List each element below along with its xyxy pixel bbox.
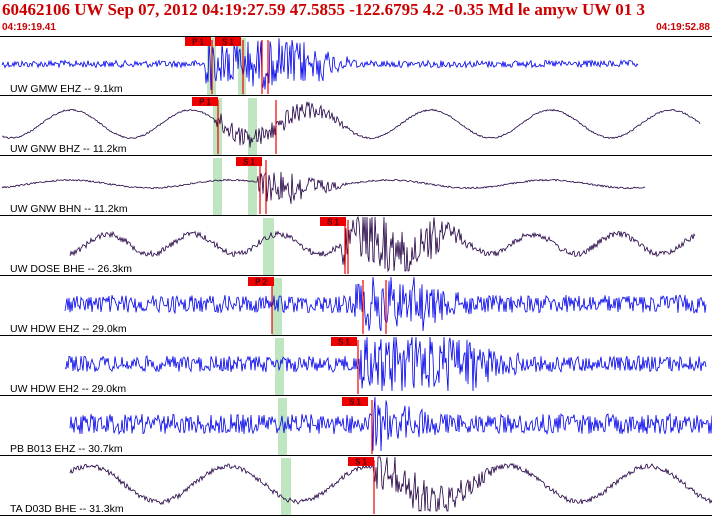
trace-label: UW GMW EHZ -- 9.1km [10,83,123,95]
pick-label: S 1 [355,458,368,467]
time-window-band [281,458,291,516]
window-end-time: 04:19:52.88 [656,22,710,33]
trace[interactable]: S 1 UW DOSE BHE -- 26.3km [0,215,712,276]
trace-label: UW GNW BHN -- 11.2km [10,203,128,215]
pick-label: S 1 [338,338,351,347]
trace[interactable]: S 1 PB B013 EHZ -- 30.7km [0,396,712,456]
pick-label: P 1 [199,98,211,107]
time-window-band [248,98,257,156]
waveform [64,336,707,392]
time-window-band [272,278,282,336]
waveform [69,215,696,273]
trace[interactable]: P 1 S 1 UW GMW EHZ -- 9.1km [0,37,712,96]
pick-label: P 1 [192,38,204,47]
pick-label: S 1 [327,218,340,227]
pick-label: S 1 [243,158,256,167]
waveform [1,171,646,204]
trace-label: UW HDW EH2 -- 29.0km [10,383,126,395]
time-window-band [248,158,257,216]
pick-flag[interactable] [185,37,211,46]
window-start-time: 04:19:19.41 [2,22,56,33]
pick-label: S 1 [222,38,235,47]
pick-flag[interactable] [248,277,274,286]
time-window-band [263,218,274,276]
pick-label: S 1 [349,398,362,407]
waveform [1,38,639,90]
pick-flag[interactable] [342,397,368,406]
time-window-band [278,398,287,456]
event-header: 60462106 UW Sep 07, 2012 04:19:27.59 47.… [0,0,712,36]
pick-flag[interactable] [192,97,218,106]
trace[interactable]: P 2 UW HDW EHZ -- 29.0km [0,276,712,336]
trace[interactable]: S 1 UW GNW BHN -- 11.2km [0,157,712,216]
pick-flag[interactable] [320,217,346,226]
trace-label: PB B013 EHZ -- 30.7km [10,443,123,455]
seismogram-panel[interactable]: P 1 S 1 UW GMW EHZ -- 9.1km P 1 UW GNW BHZ -… [0,36,712,518]
pick-flag[interactable] [348,457,374,466]
pick-label: P 2 [255,278,267,287]
waveform [69,456,712,513]
waveform [69,396,712,452]
time-window-band [213,158,222,216]
pick-flag[interactable] [331,337,357,346]
pick-flag[interactable] [215,37,241,46]
event-title: 60462106 UW Sep 07, 2012 04:19:27.59 47.… [2,0,645,19]
waveform [2,101,701,148]
trace-label: UW DOSE BHE -- 26.3km [10,263,132,275]
trace-label: UW HDW EHZ -- 29.0km [10,323,127,335]
time-window-band [275,338,284,396]
seismogram-traces[interactable]: P 1 S 1 UW GMW EHZ -- 9.1km P 1 UW GNW BHZ -… [0,36,712,518]
trace-label: UW GNW BHZ -- 11.2km [10,143,127,155]
pick-flag[interactable] [236,157,262,166]
time-window-band [238,38,246,96]
trace[interactable]: S 1 TA D03D BHE -- 31.3km [0,456,712,516]
trace[interactable]: S 1 UW HDW EH2 -- 29.0km [0,336,712,396]
trace[interactable]: P 1 UW GNW BHZ -- 11.2km [0,97,712,156]
trace-label: TA D03D BHE -- 31.3km [10,503,124,515]
